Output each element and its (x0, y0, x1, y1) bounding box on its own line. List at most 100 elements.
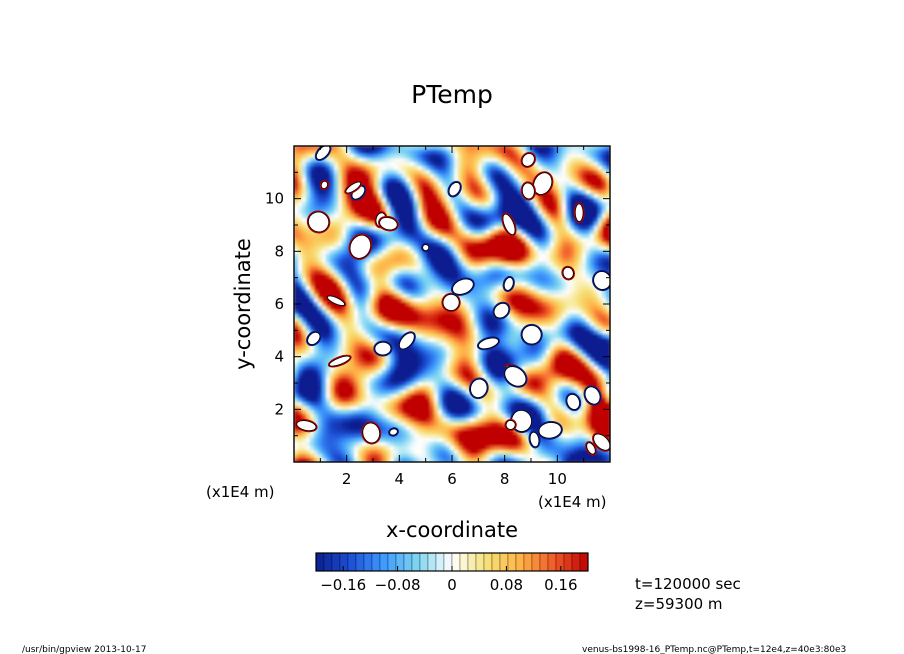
colorbar-level (411, 552, 421, 572)
x-axis-unit: (x1E4 m) (538, 493, 607, 511)
x-tick-label: 4 (395, 470, 405, 488)
saturated-region (307, 331, 321, 345)
x-axis-ticks: 2 4 6 8 10 (293, 146, 611, 488)
colorbar-level (579, 552, 589, 572)
height-annotation: z=59300 m (635, 595, 723, 613)
saturated-region (398, 332, 415, 350)
y-axis-label: y-coordinate (231, 238, 255, 370)
saturated-region (503, 277, 514, 291)
saturated-region (326, 295, 346, 306)
saturated-region (448, 182, 461, 197)
colorbar-level (531, 552, 541, 572)
saturated-region (493, 302, 510, 319)
colorbar-level (475, 552, 485, 572)
saturated-region (452, 278, 474, 295)
colorbar-tick-label: 0.08 (490, 576, 523, 594)
colorbar-level (523, 552, 533, 572)
colorbar-level (363, 552, 373, 572)
saturated-region (308, 211, 330, 233)
colorbar-level (515, 552, 525, 572)
colorbar-level (451, 552, 461, 572)
colorbar-level (339, 552, 349, 572)
saturated-region (504, 366, 527, 387)
saturated-region (533, 172, 553, 195)
saturated-region (584, 386, 601, 405)
saturated-region (505, 420, 516, 430)
colorbar-ticks: −0.16 −0.08 0 0.08 0.16 (320, 566, 578, 594)
colorbar-level (387, 552, 397, 572)
x-axis-label: x-coordinate (386, 518, 518, 542)
saturated-region (422, 244, 430, 252)
colorbar-tick-label: −0.16 (320, 576, 366, 594)
colorbar-level (547, 552, 557, 572)
colorbar-level (443, 552, 453, 572)
colorbar-level (491, 552, 501, 572)
saturated-region (320, 180, 328, 189)
saturated-region (470, 378, 488, 398)
colorbar-tick-label: 0.16 (544, 576, 577, 594)
saturated-region (389, 428, 398, 436)
saturated-region (593, 271, 610, 290)
saturated-region (328, 355, 351, 367)
footer-left: /usr/bin/gpview 2013-10-17 (22, 645, 146, 654)
saturated-regions (295, 146, 610, 456)
y-axis-unit: (x1E4 m) (206, 483, 275, 501)
y-axis-ticks: 2 4 6 8 10 (265, 145, 610, 463)
y-tick-label: 2 (274, 400, 284, 418)
colorbar-level (315, 552, 325, 572)
saturated-region (521, 182, 535, 200)
saturated-region (296, 420, 317, 432)
colorbar-level (331, 552, 341, 572)
saturated-region (442, 293, 460, 311)
x-tick-label: 8 (500, 470, 510, 488)
colorbar-level (347, 552, 357, 572)
colorbar-level (507, 552, 517, 572)
x-tick-label: 2 (342, 470, 352, 488)
colorbar-level (483, 552, 493, 572)
x-tick-label: 10 (548, 470, 567, 488)
saturated-region (586, 442, 596, 455)
saturated-region (478, 337, 499, 350)
saturated-region (566, 393, 580, 410)
colorbar-level (419, 552, 429, 572)
colorbar (315, 552, 589, 572)
colorbar-level (323, 552, 333, 572)
colorbar-level (459, 552, 469, 572)
saturated-region (521, 153, 535, 167)
saturated-region (345, 181, 362, 194)
colorbar-level (355, 552, 365, 572)
saturated-region (502, 213, 516, 236)
colorbar-level (571, 552, 581, 572)
saturated-region (349, 234, 372, 259)
colorbar-level (435, 552, 445, 572)
saturated-region (521, 325, 542, 345)
time-annotation: t=120000 sec (635, 575, 741, 593)
saturated-region (529, 431, 540, 448)
saturated-region (574, 203, 584, 222)
colorbar-level (467, 552, 477, 572)
colorbar-tick-label: 0 (447, 576, 457, 594)
saturated-region (538, 422, 562, 439)
colorbar-level (371, 552, 381, 572)
colorbar-level (427, 552, 437, 572)
colorbar-tick-label: −0.08 (375, 576, 421, 594)
y-tick-label: 8 (274, 242, 284, 260)
saturated-region (379, 217, 398, 231)
colorbar-level (539, 552, 549, 572)
colorbar-level (379, 552, 389, 572)
saturated-region (593, 433, 610, 451)
x-tick-label: 6 (447, 470, 457, 488)
colorbar-level (563, 552, 573, 572)
footer-right: venus-bs1998-16_PTemp.nc@PTemp,t=12e4,z=… (582, 645, 846, 654)
chart-title: PTemp (411, 80, 493, 109)
colorbar-level (403, 552, 413, 572)
y-tick-label: 6 (274, 295, 284, 313)
y-tick-label: 4 (274, 348, 284, 366)
colorbar-level (555, 552, 565, 572)
heatmap-field (294, 146, 610, 462)
saturated-region (374, 341, 392, 356)
saturated-region (562, 266, 574, 280)
saturated-region (362, 422, 381, 444)
y-tick-label: 10 (265, 190, 284, 208)
